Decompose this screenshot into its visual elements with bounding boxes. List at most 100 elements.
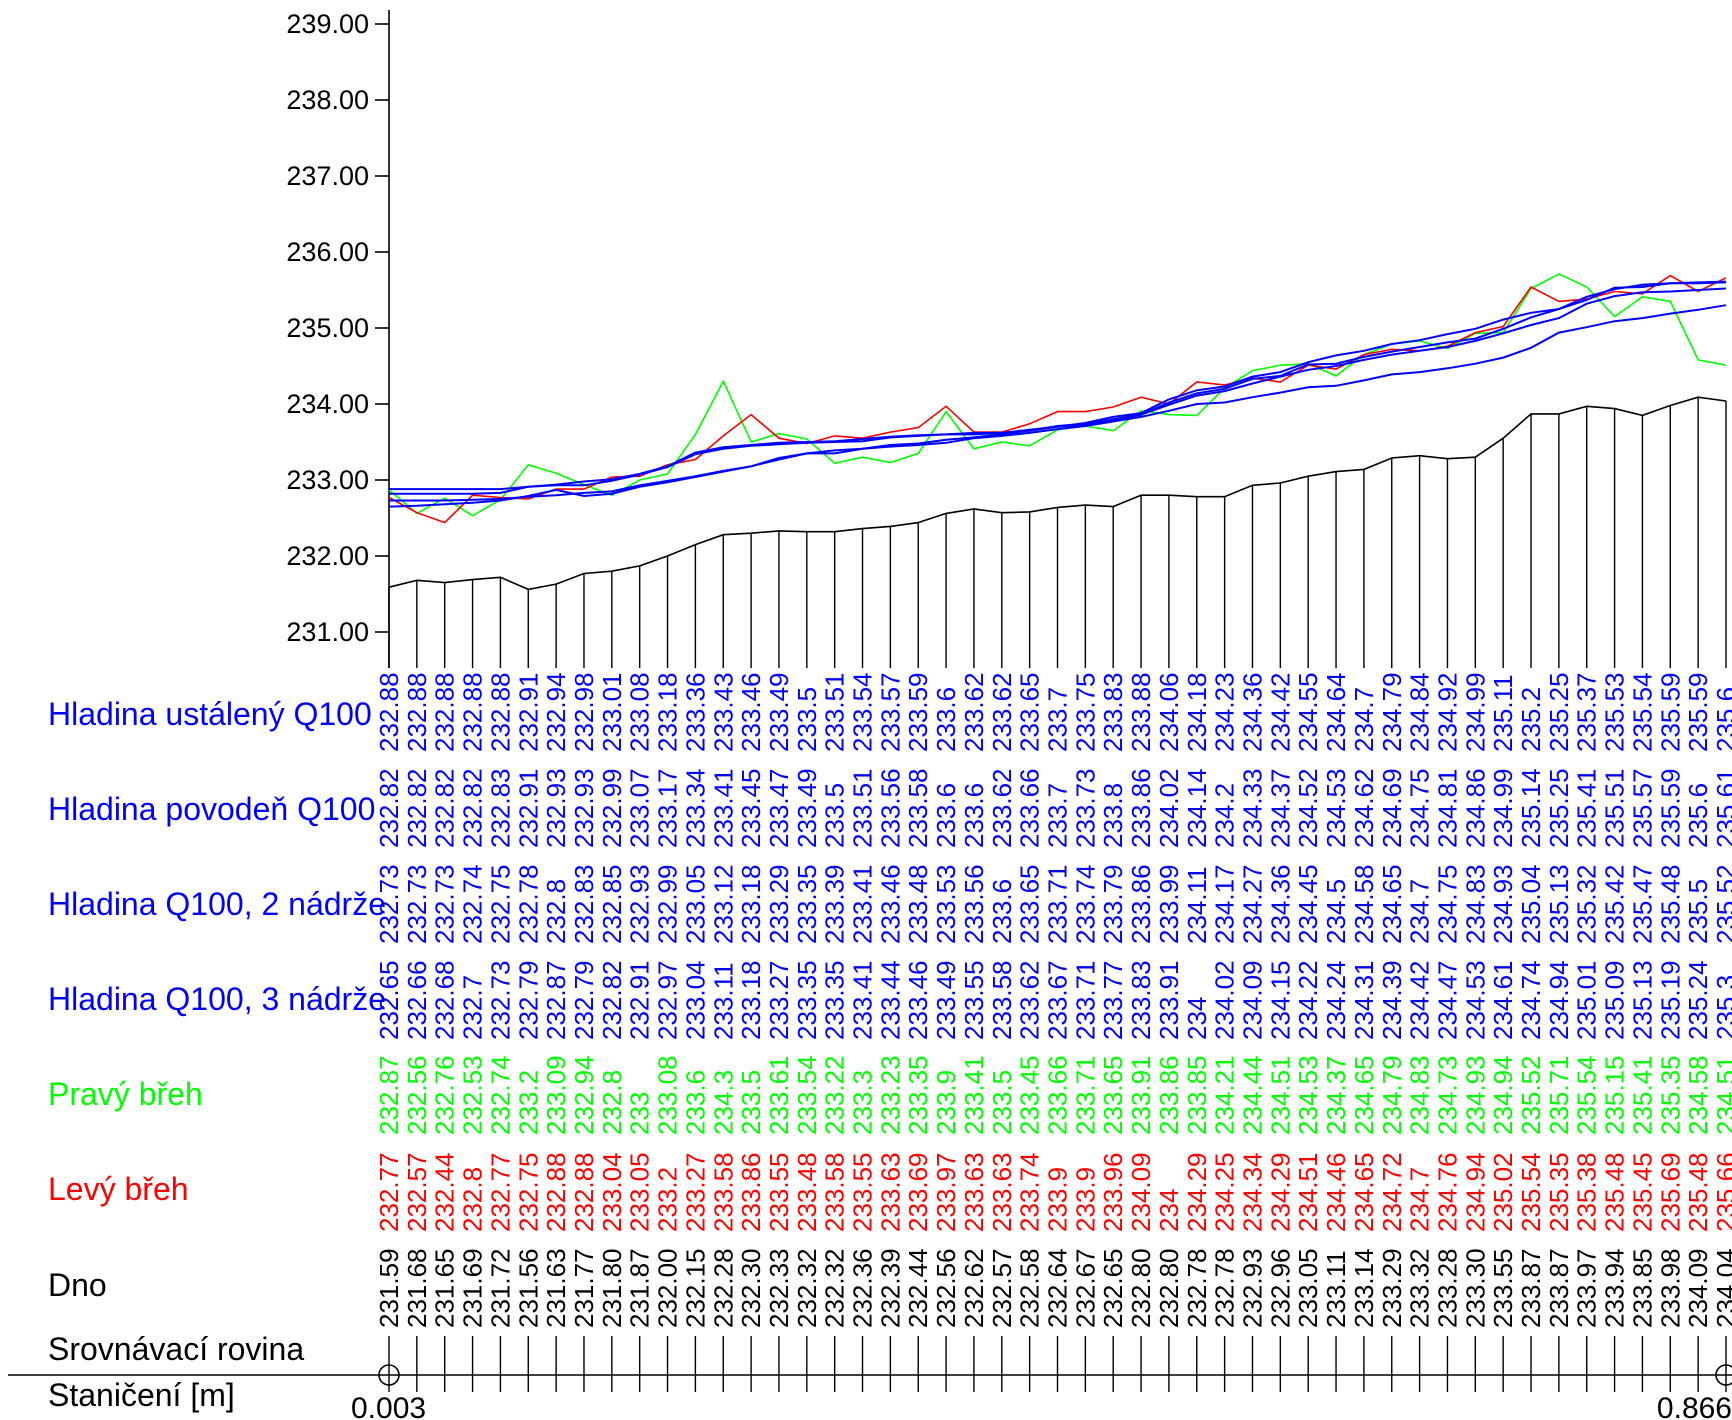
y-tick-label: 239.00 bbox=[286, 9, 369, 39]
value-label-nadrze3: 235.19 bbox=[1655, 960, 1685, 1040]
value-label-ustaleny: 233.62 bbox=[987, 672, 1017, 752]
value-label-pravy: 233.54 bbox=[792, 1055, 822, 1135]
value-label-dno: 232.44 bbox=[903, 1248, 933, 1328]
value-label-nadrze3: 232.73 bbox=[485, 960, 515, 1040]
value-label-pravy: 233.9 bbox=[931, 1070, 961, 1135]
value-label-dno: 233.11 bbox=[1321, 1250, 1351, 1328]
value-label-pravy: 234.51 bbox=[1265, 1055, 1295, 1135]
y-tick-label: 236.00 bbox=[286, 237, 369, 267]
value-label-levy: 234.7 bbox=[1405, 1167, 1435, 1232]
value-label-levy: 235.69 bbox=[1655, 1152, 1685, 1232]
y-axis: 239.00 238.00 237.00 236.00 235.00 234.00 233.… bbox=[286, 9, 390, 668]
value-label-dno: 232.67 bbox=[1070, 1248, 1100, 1328]
value-label-povoden: 234.33 bbox=[1237, 768, 1267, 848]
value-label-pravy: 233.66 bbox=[1043, 1055, 1073, 1135]
value-label-levy: 233.97 bbox=[931, 1152, 961, 1232]
value-label-nadrze2: 235.42 bbox=[1600, 864, 1630, 944]
value-label-nadrze2: 233.53 bbox=[931, 864, 961, 944]
value-label-nadrze2: 232.73 bbox=[430, 864, 460, 944]
value-label-pravy: 235.35 bbox=[1655, 1055, 1685, 1135]
value-label-dno: 231.56 bbox=[513, 1248, 543, 1328]
value-label-nadrze3: 234.53 bbox=[1460, 960, 1490, 1040]
value-label-ustaleny: 232.88 bbox=[430, 672, 460, 752]
value-label-ustaleny: 234.99 bbox=[1460, 672, 1490, 752]
value-label-nadrze3: 233.35 bbox=[792, 960, 822, 1040]
value-label-dno: 232.78 bbox=[1210, 1248, 1240, 1328]
value-label-nadrze3: 232.68 bbox=[430, 960, 460, 1040]
value-label-povoden: 235.25 bbox=[1544, 768, 1574, 848]
y-tick-label: 232.00 bbox=[286, 541, 369, 571]
value-label-pravy: 233.2 bbox=[513, 1070, 543, 1135]
value-label-dno: 233.29 bbox=[1377, 1248, 1407, 1328]
value-label-pravy: 232.53 bbox=[458, 1055, 488, 1135]
value-label-dno: 232.32 bbox=[820, 1248, 850, 1328]
value-label-ustaleny: 234.36 bbox=[1237, 672, 1267, 752]
value-label-nadrze2: 233.56 bbox=[959, 864, 989, 944]
value-label-ustaleny: 233.49 bbox=[764, 672, 794, 752]
value-label-pravy: 233.41 bbox=[959, 1055, 989, 1135]
value-label-nadrze3: 234.39 bbox=[1377, 960, 1407, 1040]
value-label-nadrze3: 233.18 bbox=[736, 960, 766, 1040]
value-label-dno: 231.77 bbox=[569, 1248, 599, 1328]
value-label-levy: 235.45 bbox=[1627, 1152, 1657, 1232]
value-label-povoden: 233.73 bbox=[1070, 768, 1100, 848]
value-label-levy: 233.69 bbox=[903, 1152, 933, 1232]
value-label-povoden: 233.17 bbox=[653, 768, 683, 848]
value-label-povoden: 234.99 bbox=[1488, 768, 1518, 848]
value-label-dno: 232.65 bbox=[1098, 1248, 1128, 1328]
value-label-pravy: 233.3 bbox=[848, 1070, 878, 1135]
value-label-nadrze3: 235.01 bbox=[1572, 960, 1602, 1040]
value-label-levy: 232.88 bbox=[569, 1152, 599, 1232]
value-label-nadrze3: 232.66 bbox=[402, 960, 432, 1040]
value-label-nadrze3: 234.15 bbox=[1265, 960, 1295, 1040]
value-label-pravy: 234.93 bbox=[1460, 1055, 1490, 1135]
value-label-nadrze2: 234.58 bbox=[1349, 864, 1379, 944]
value-label-pravy: 234.65 bbox=[1349, 1055, 1379, 1135]
value-label-dno: 232.00 bbox=[653, 1248, 683, 1328]
value-label-nadrze2: 233.12 bbox=[708, 864, 738, 944]
value-label-nadrze3: 235.13 bbox=[1627, 960, 1657, 1040]
value-label-levy: 233.05 bbox=[625, 1152, 655, 1232]
value-label-dno: 231.72 bbox=[485, 1248, 515, 1328]
value-label-pravy: 232.8 bbox=[597, 1070, 627, 1135]
series-line-pravy bbox=[388, 273, 1727, 517]
value-label-povoden: 234.2 bbox=[1210, 783, 1240, 848]
value-label-nadrze2: 232.99 bbox=[653, 864, 683, 944]
value-label-ustaleny: 235.11 bbox=[1488, 674, 1518, 752]
value-label-dno: 232.58 bbox=[1015, 1248, 1045, 1328]
value-label-povoden: 232.82 bbox=[374, 768, 404, 848]
value-label-nadrze2: 232.93 bbox=[625, 864, 655, 944]
value-label-levy: 234.51 bbox=[1293, 1152, 1323, 1232]
value-label-levy: 235.48 bbox=[1600, 1152, 1630, 1232]
value-label-ustaleny: 235.2 bbox=[1516, 687, 1546, 752]
station-start-label: 0.003 bbox=[351, 1392, 426, 1420]
row-label-srovnavaci-rovina: Srovnávací rovina bbox=[48, 1331, 304, 1367]
value-label-dno: 232.56 bbox=[931, 1248, 961, 1328]
value-label-nadrze2: 233.71 bbox=[1043, 864, 1073, 944]
series-line-dno bbox=[388, 396, 1727, 591]
value-label-dno: 232.30 bbox=[736, 1248, 766, 1328]
value-label-pravy: 234.83 bbox=[1405, 1055, 1435, 1135]
value-label-nadrze2: 232.75 bbox=[485, 864, 515, 944]
value-label-nadrze2: 235.47 bbox=[1627, 864, 1657, 944]
value-label-pravy: 233.61 bbox=[764, 1055, 794, 1135]
value-label-povoden: 232.93 bbox=[569, 768, 599, 848]
value-label-pravy: 235.71 bbox=[1544, 1055, 1574, 1135]
value-label-dno: 231.59 bbox=[374, 1248, 404, 1328]
value-label-ustaleny: 233.51 bbox=[820, 672, 850, 752]
value-label-pravy: 234.58 bbox=[1683, 1055, 1713, 1135]
value-label-povoden: 233.45 bbox=[736, 768, 766, 848]
value-label-levy: 234.76 bbox=[1432, 1152, 1462, 1232]
value-label-nadrze3: 234.47 bbox=[1432, 960, 1462, 1040]
row-label-staniceni: Staničení [m] bbox=[48, 1377, 235, 1413]
value-label-nadrze3: 233.27 bbox=[764, 960, 794, 1040]
value-label-povoden: 235.6 bbox=[1683, 783, 1713, 848]
y-tick-label: 234.00 bbox=[286, 389, 369, 419]
value-label-pravy: 233.65 bbox=[1098, 1055, 1128, 1135]
value-label-povoden: 235.59 bbox=[1655, 768, 1685, 848]
value-label-ustaleny: 233.65 bbox=[1015, 672, 1045, 752]
value-label-ustaleny: 233.01 bbox=[597, 672, 627, 752]
value-label-dno: 232.96 bbox=[1265, 1248, 1295, 1328]
value-label-nadrze3: 234.61 bbox=[1488, 960, 1518, 1040]
